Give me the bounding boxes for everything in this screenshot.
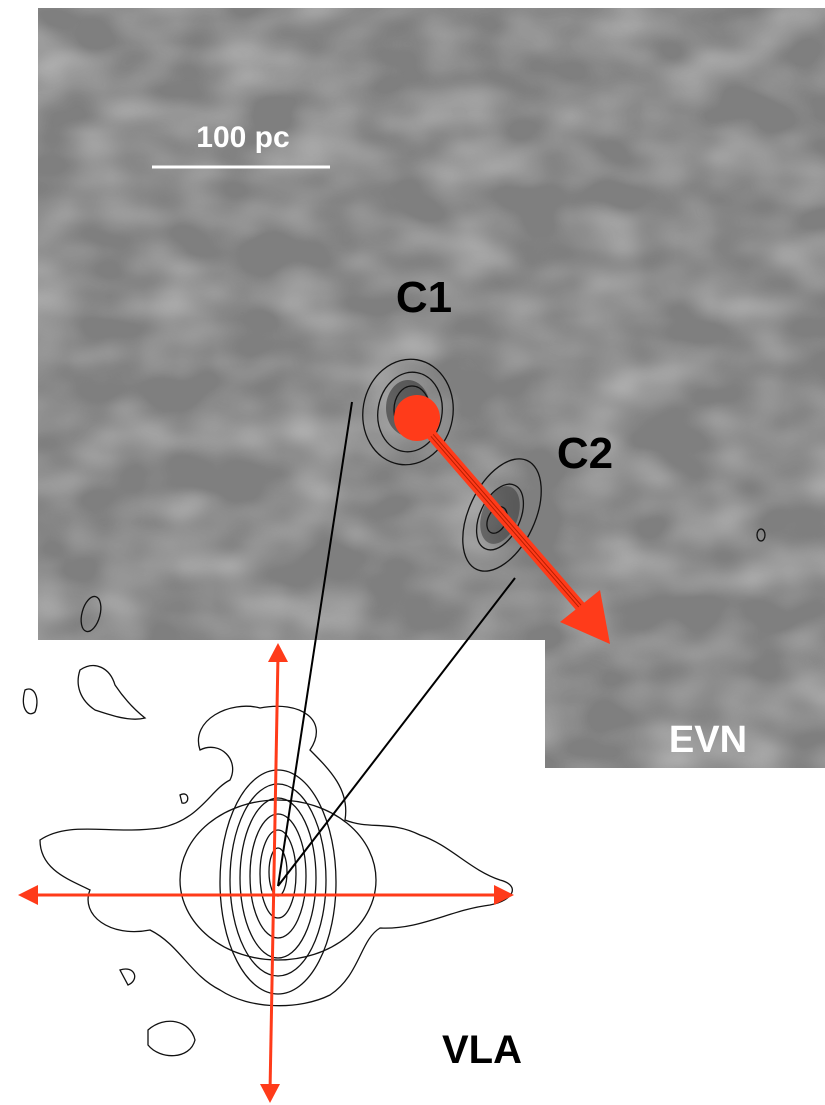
component-label: C2 bbox=[557, 429, 613, 478]
vla-contours bbox=[23, 666, 512, 1056]
figure: 100 pc C1 C2 EVN VLA bbox=[0, 0, 825, 1105]
scale-label: 100 pc bbox=[196, 121, 289, 154]
panel-label: EVN bbox=[669, 719, 747, 761]
vla-cross bbox=[18, 643, 514, 1103]
evn-image bbox=[0, 0, 825, 1105]
panel-label: VLA bbox=[442, 1028, 522, 1072]
component-label: C1 bbox=[396, 273, 452, 322]
